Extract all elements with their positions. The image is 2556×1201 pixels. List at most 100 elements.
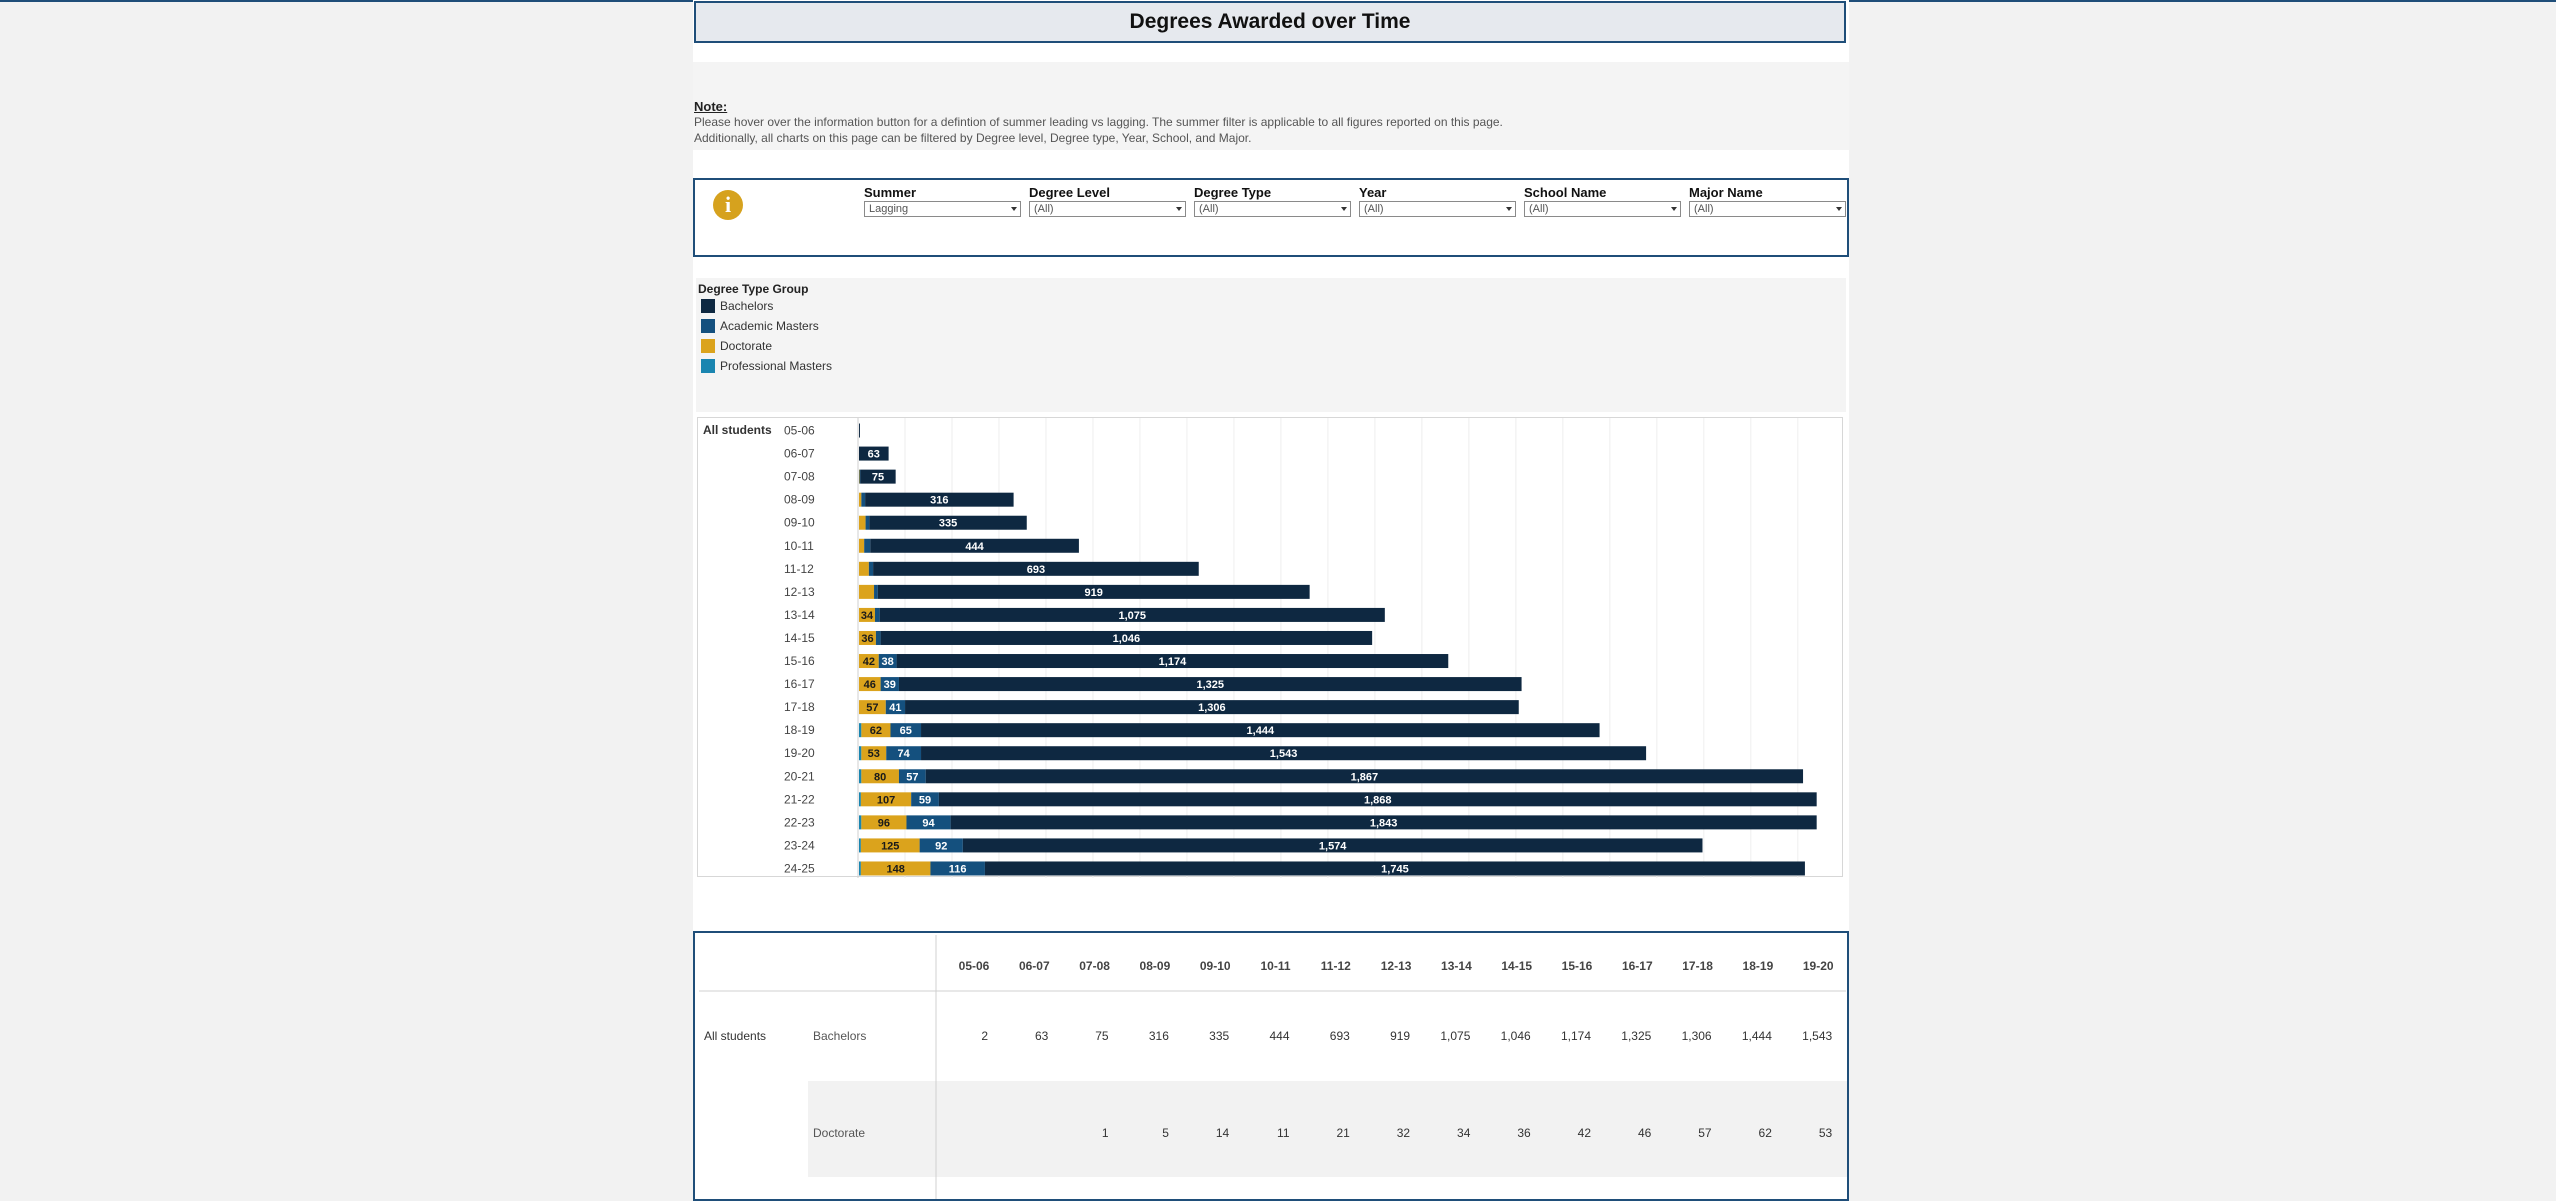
data-label: 75: [872, 472, 884, 484]
filter-label: School Name: [1524, 185, 1681, 201]
data-label: 1,745: [1381, 863, 1409, 875]
bar-segment: [859, 493, 861, 507]
data-label: 74: [898, 748, 911, 760]
data-label: 919: [1085, 587, 1103, 599]
table-cell: 14: [1216, 1126, 1230, 1140]
legend-item-professional-masters[interactable]: Professional Masters: [701, 357, 832, 375]
filter-label: Major Name: [1689, 185, 1846, 201]
degree-type-dropdown[interactable]: (All): [1194, 201, 1351, 217]
data-label: 1,868: [1364, 794, 1392, 806]
category-label: 17-18: [784, 700, 815, 714]
bar-segment: [859, 424, 860, 438]
data-label: 41: [889, 702, 901, 714]
column-header: 10-11: [1260, 959, 1290, 973]
page-title: Degrees Awarded over Time: [1130, 10, 1411, 34]
bar-segment: [859, 470, 860, 484]
legend-title: Degree Type Group: [698, 282, 808, 296]
bar-segment: [859, 838, 861, 852]
table-cell: 53: [1819, 1126, 1833, 1140]
table-cell: 34: [1457, 1126, 1471, 1140]
filter-label: Degree Type: [1194, 185, 1351, 201]
category-label: 20-21: [784, 769, 815, 783]
data-label: 1,867: [1351, 771, 1379, 783]
data-label: 42: [863, 656, 875, 668]
note-text-line-1: Please hover over the information button…: [694, 115, 1503, 129]
category-label: 21-22: [784, 792, 815, 806]
bar-segment: [859, 723, 861, 737]
year-dropdown[interactable]: (All): [1359, 201, 1516, 217]
data-label: 59: [919, 794, 931, 806]
legend-item-bachelors[interactable]: Bachelors: [701, 297, 773, 315]
table-cell: 2: [981, 1029, 988, 1043]
chevron-down-icon: [1176, 207, 1182, 211]
data-label: 1,046: [1113, 633, 1141, 645]
data-label: 107: [877, 794, 895, 806]
chevron-down-icon: [1341, 207, 1347, 211]
data-label: 94: [922, 817, 935, 829]
data-label: 34: [861, 610, 874, 622]
legend-label: Professional Masters: [720, 359, 832, 373]
row-label: Doctorate: [813, 1126, 865, 1140]
filter-year: Year (All): [1359, 185, 1516, 217]
table-cell: 57: [1698, 1126, 1712, 1140]
data-label: 444: [965, 541, 984, 553]
category-label: 12-13: [784, 585, 815, 599]
category-label: 16-17: [784, 677, 815, 691]
legend-swatch: [701, 359, 715, 373]
table-cell: 5: [1162, 1126, 1169, 1140]
data-label: 1,843: [1370, 817, 1398, 829]
data-label: 1,325: [1196, 679, 1224, 691]
bar-segment: [859, 815, 861, 829]
table-cell: 1,325: [1621, 1029, 1651, 1043]
table-cell: 42: [1578, 1126, 1592, 1140]
info-icon[interactable]: i: [713, 190, 743, 220]
bar-segment: [859, 516, 866, 530]
legend-swatch: [701, 319, 715, 333]
data-label: 125: [881, 840, 899, 852]
degree-level-dropdown[interactable]: (All): [1029, 201, 1186, 217]
table-cell: 1,046: [1501, 1029, 1531, 1043]
table-cell: 1,543: [1802, 1029, 1832, 1043]
chevron-down-icon: [1011, 207, 1017, 211]
data-label: 63: [868, 449, 880, 461]
legend-panel: Degree Type Group Bachelors Academic Mas…: [696, 278, 1846, 412]
category-label: 18-19: [784, 723, 815, 737]
chevron-down-icon: [1836, 207, 1842, 211]
filter-label: Degree Level: [1029, 185, 1186, 201]
category-label: 09-10: [784, 516, 815, 530]
data-label: 62: [870, 725, 882, 737]
data-label: 80: [874, 771, 886, 783]
table-cell: 335: [1209, 1029, 1229, 1043]
table-cell: 46: [1638, 1126, 1652, 1140]
table-cell: 1,444: [1742, 1029, 1772, 1043]
row-label: Bachelors: [813, 1029, 866, 1043]
category-label: 23-24: [784, 838, 815, 852]
chevron-down-icon: [1506, 207, 1512, 211]
dropdown-value: Lagging: [869, 203, 908, 215]
filter-degree-level: Degree Level (All): [1029, 185, 1186, 217]
dashboard-page: Degrees Awarded over Time Note: Please h…: [693, 0, 1849, 1192]
data-label: 116: [949, 863, 967, 875]
summer-dropdown[interactable]: Lagging: [864, 201, 1021, 217]
filter-school-name: School Name (All): [1524, 185, 1681, 217]
legend-label: Academic Masters: [720, 319, 819, 333]
dropdown-value: (All): [1034, 203, 1054, 215]
dropdown-value: (All): [1199, 203, 1219, 215]
category-label: 15-16: [784, 654, 815, 668]
major-name-dropdown[interactable]: (All): [1689, 201, 1846, 217]
dropdown-value: (All): [1694, 203, 1714, 215]
legend-label: Bachelors: [720, 299, 773, 313]
legend-item-doctorate[interactable]: Doctorate: [701, 337, 772, 355]
table-cell: 693: [1330, 1029, 1350, 1043]
filter-panel: i Summer Lagging Degree Level (All) Degr…: [693, 178, 1849, 257]
legend-item-academic-masters[interactable]: Academic Masters: [701, 317, 819, 335]
table-cell: 63: [1035, 1029, 1049, 1043]
column-header: 13-14: [1441, 959, 1472, 973]
filter-label: Year: [1359, 185, 1516, 201]
column-header: 19-20: [1803, 959, 1834, 973]
category-label: 08-09: [784, 493, 815, 507]
column-header: 16-17: [1622, 959, 1653, 973]
school-name-dropdown[interactable]: (All): [1524, 201, 1681, 217]
